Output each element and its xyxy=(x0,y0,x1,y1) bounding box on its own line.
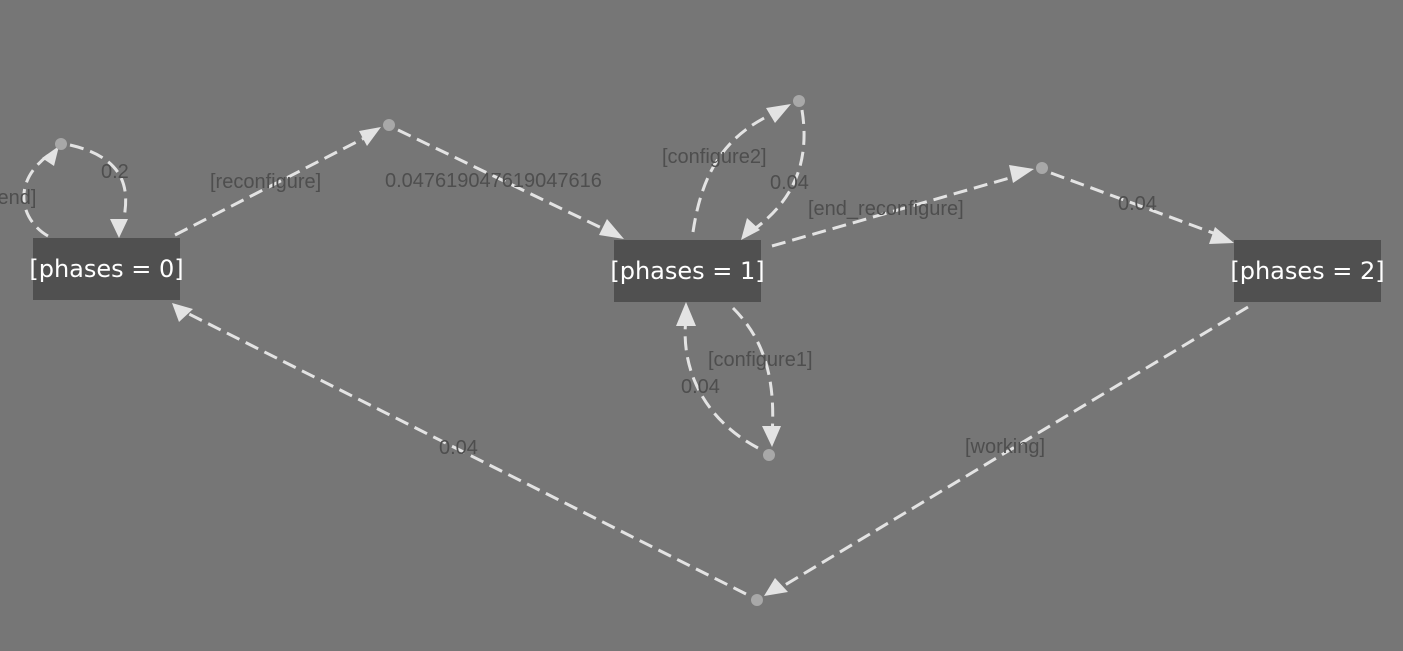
intermediate-node xyxy=(1036,162,1048,174)
arrowhead xyxy=(766,104,791,123)
edge-label-action: [configure2] xyxy=(662,146,767,168)
edge-reconfigure-in xyxy=(174,129,379,237)
intermediate-node xyxy=(383,119,395,131)
arrowhead xyxy=(1209,227,1234,244)
edge-label-probability: 0.04 xyxy=(770,172,809,194)
edge-label-probability: 0.047619047619047616 xyxy=(385,170,602,192)
edge-configure2-in xyxy=(691,106,787,233)
intermediate-node xyxy=(793,95,805,107)
edge-label-action: [reconfigure] xyxy=(210,171,321,193)
arrowhead xyxy=(359,127,381,146)
edge-working-in xyxy=(779,305,1249,590)
arrowhead xyxy=(764,578,788,596)
edge-label-action: [end_reconfigure] xyxy=(808,198,964,220)
edge-configure1-in xyxy=(731,306,775,437)
arrowhead xyxy=(741,218,760,240)
intermediate-node xyxy=(55,138,67,150)
arrowhead xyxy=(676,302,696,326)
edge-label-action: [end] xyxy=(0,187,36,209)
arrowhead xyxy=(1009,165,1034,183)
edge-label-action: [working] xyxy=(965,436,1045,458)
intermediate-node xyxy=(763,449,775,461)
arrowhead xyxy=(172,303,193,322)
edge-label-action: [configure1] xyxy=(708,349,813,371)
state-node-phases-2[interactable]: [phases = 2] xyxy=(1230,240,1385,302)
state-node-phases-1[interactable]: [phases = 1] xyxy=(610,240,765,302)
edge-label-probability: 0.04 xyxy=(1118,193,1157,215)
arrowhead xyxy=(42,146,59,166)
state-node-phases-0[interactable]: [phases = 0] xyxy=(29,238,184,300)
edge-end-out xyxy=(69,143,128,229)
edge-label-probability: 0.2 xyxy=(101,161,129,183)
edge-end-reconfigure-in xyxy=(771,173,1021,248)
edge-label-probability: 0.04 xyxy=(439,437,478,459)
edge-label-probability: 0.04 xyxy=(681,376,720,398)
edge-configure2-out xyxy=(752,109,806,232)
arrowhead xyxy=(599,219,624,239)
edge-end-in xyxy=(22,150,54,238)
arrowhead xyxy=(762,426,781,447)
intermediate-node xyxy=(751,594,763,606)
arrowhead xyxy=(110,219,128,238)
edge-end-reconfigure-out xyxy=(1050,171,1225,239)
edge-reconfigure-out xyxy=(397,128,613,235)
